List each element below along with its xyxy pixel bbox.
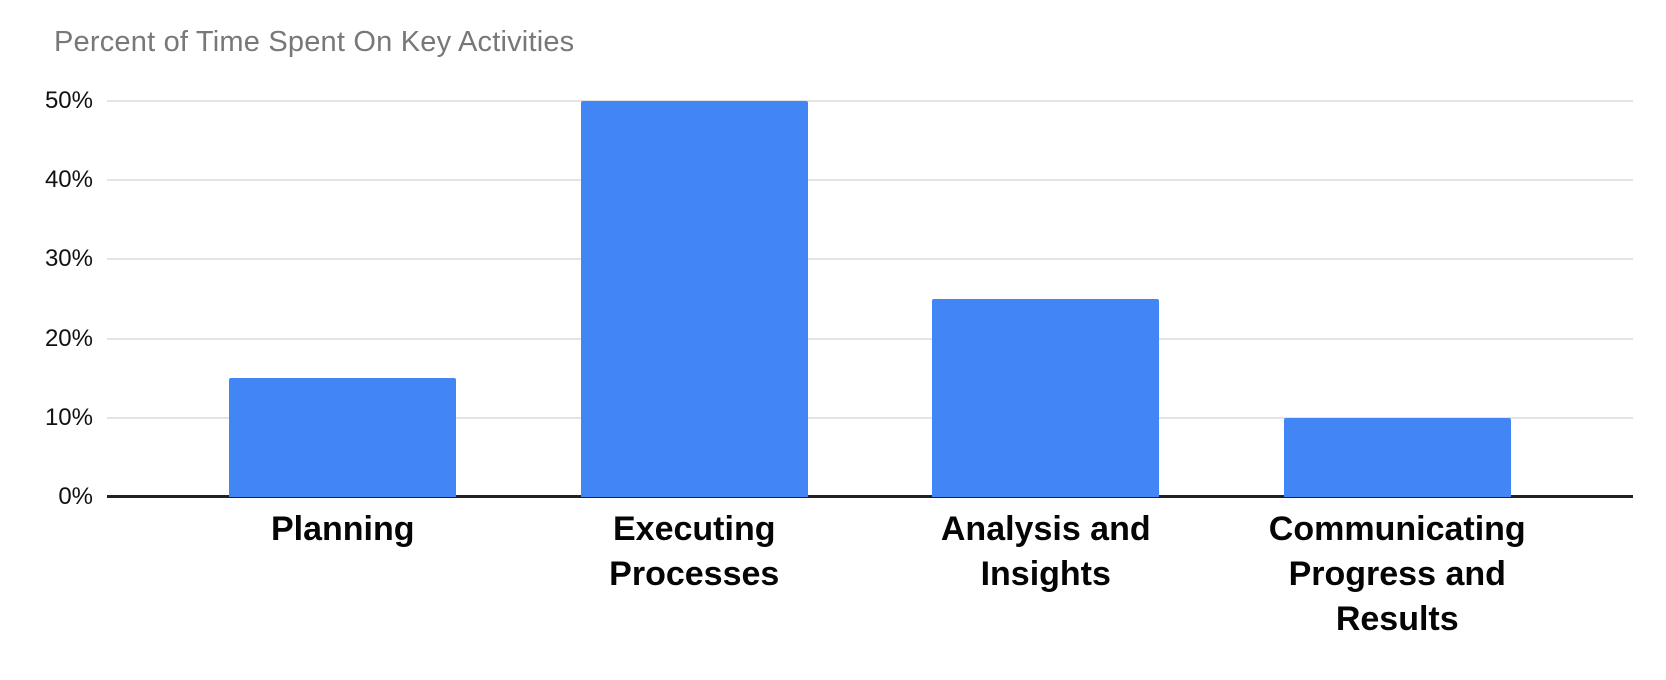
gridline (107, 416, 1633, 419)
x-category-label: Planning (167, 507, 519, 642)
y-tick-label: 10% (44, 403, 93, 431)
gridline (107, 100, 1633, 102)
bar-slot (1222, 101, 1574, 497)
y-tick-label: 0% (58, 483, 93, 510)
y-tick-label: 20% (44, 324, 93, 352)
y-axis-labels: 0% 10% 20% 30% 40% 50% (0, 0, 93, 680)
gridline (107, 258, 1633, 261)
x-category-label-text: Analysis and Insights (940, 510, 1151, 593)
plot-area (107, 100, 1633, 498)
bar-slot (519, 101, 871, 497)
gridline (107, 337, 1633, 340)
bar-analysis-and-insights (932, 299, 1160, 497)
x-category-label: Analysis and Insights (870, 507, 1222, 642)
x-category-label-text: Executing Processes (609, 510, 780, 593)
bar-executing-processes (580, 101, 808, 497)
bar-planning (229, 378, 457, 497)
chart-title: Percent of Time Spent On Key Activities (54, 26, 575, 58)
gridline (107, 179, 1633, 182)
y-tick-label: 50% (44, 87, 93, 114)
x-category-label: Executing Processes (519, 507, 871, 642)
bar-slot (870, 101, 1222, 497)
bar-communicating-progress-and-results (1283, 417, 1511, 497)
x-category-label: Communicating Progress and Results (1222, 507, 1574, 642)
bars (167, 101, 1573, 497)
x-axis-labels: Planning Executing Processes Analysis and … (167, 507, 1573, 642)
bar-slot (167, 101, 519, 497)
x-axis-line (107, 495, 1633, 498)
y-tick-label: 30% (44, 245, 93, 273)
y-tick-label: 40% (44, 166, 93, 194)
x-category-label-text: Planning (270, 510, 415, 548)
x-category-label-text: Communicating Progress and Results (1268, 510, 1526, 638)
